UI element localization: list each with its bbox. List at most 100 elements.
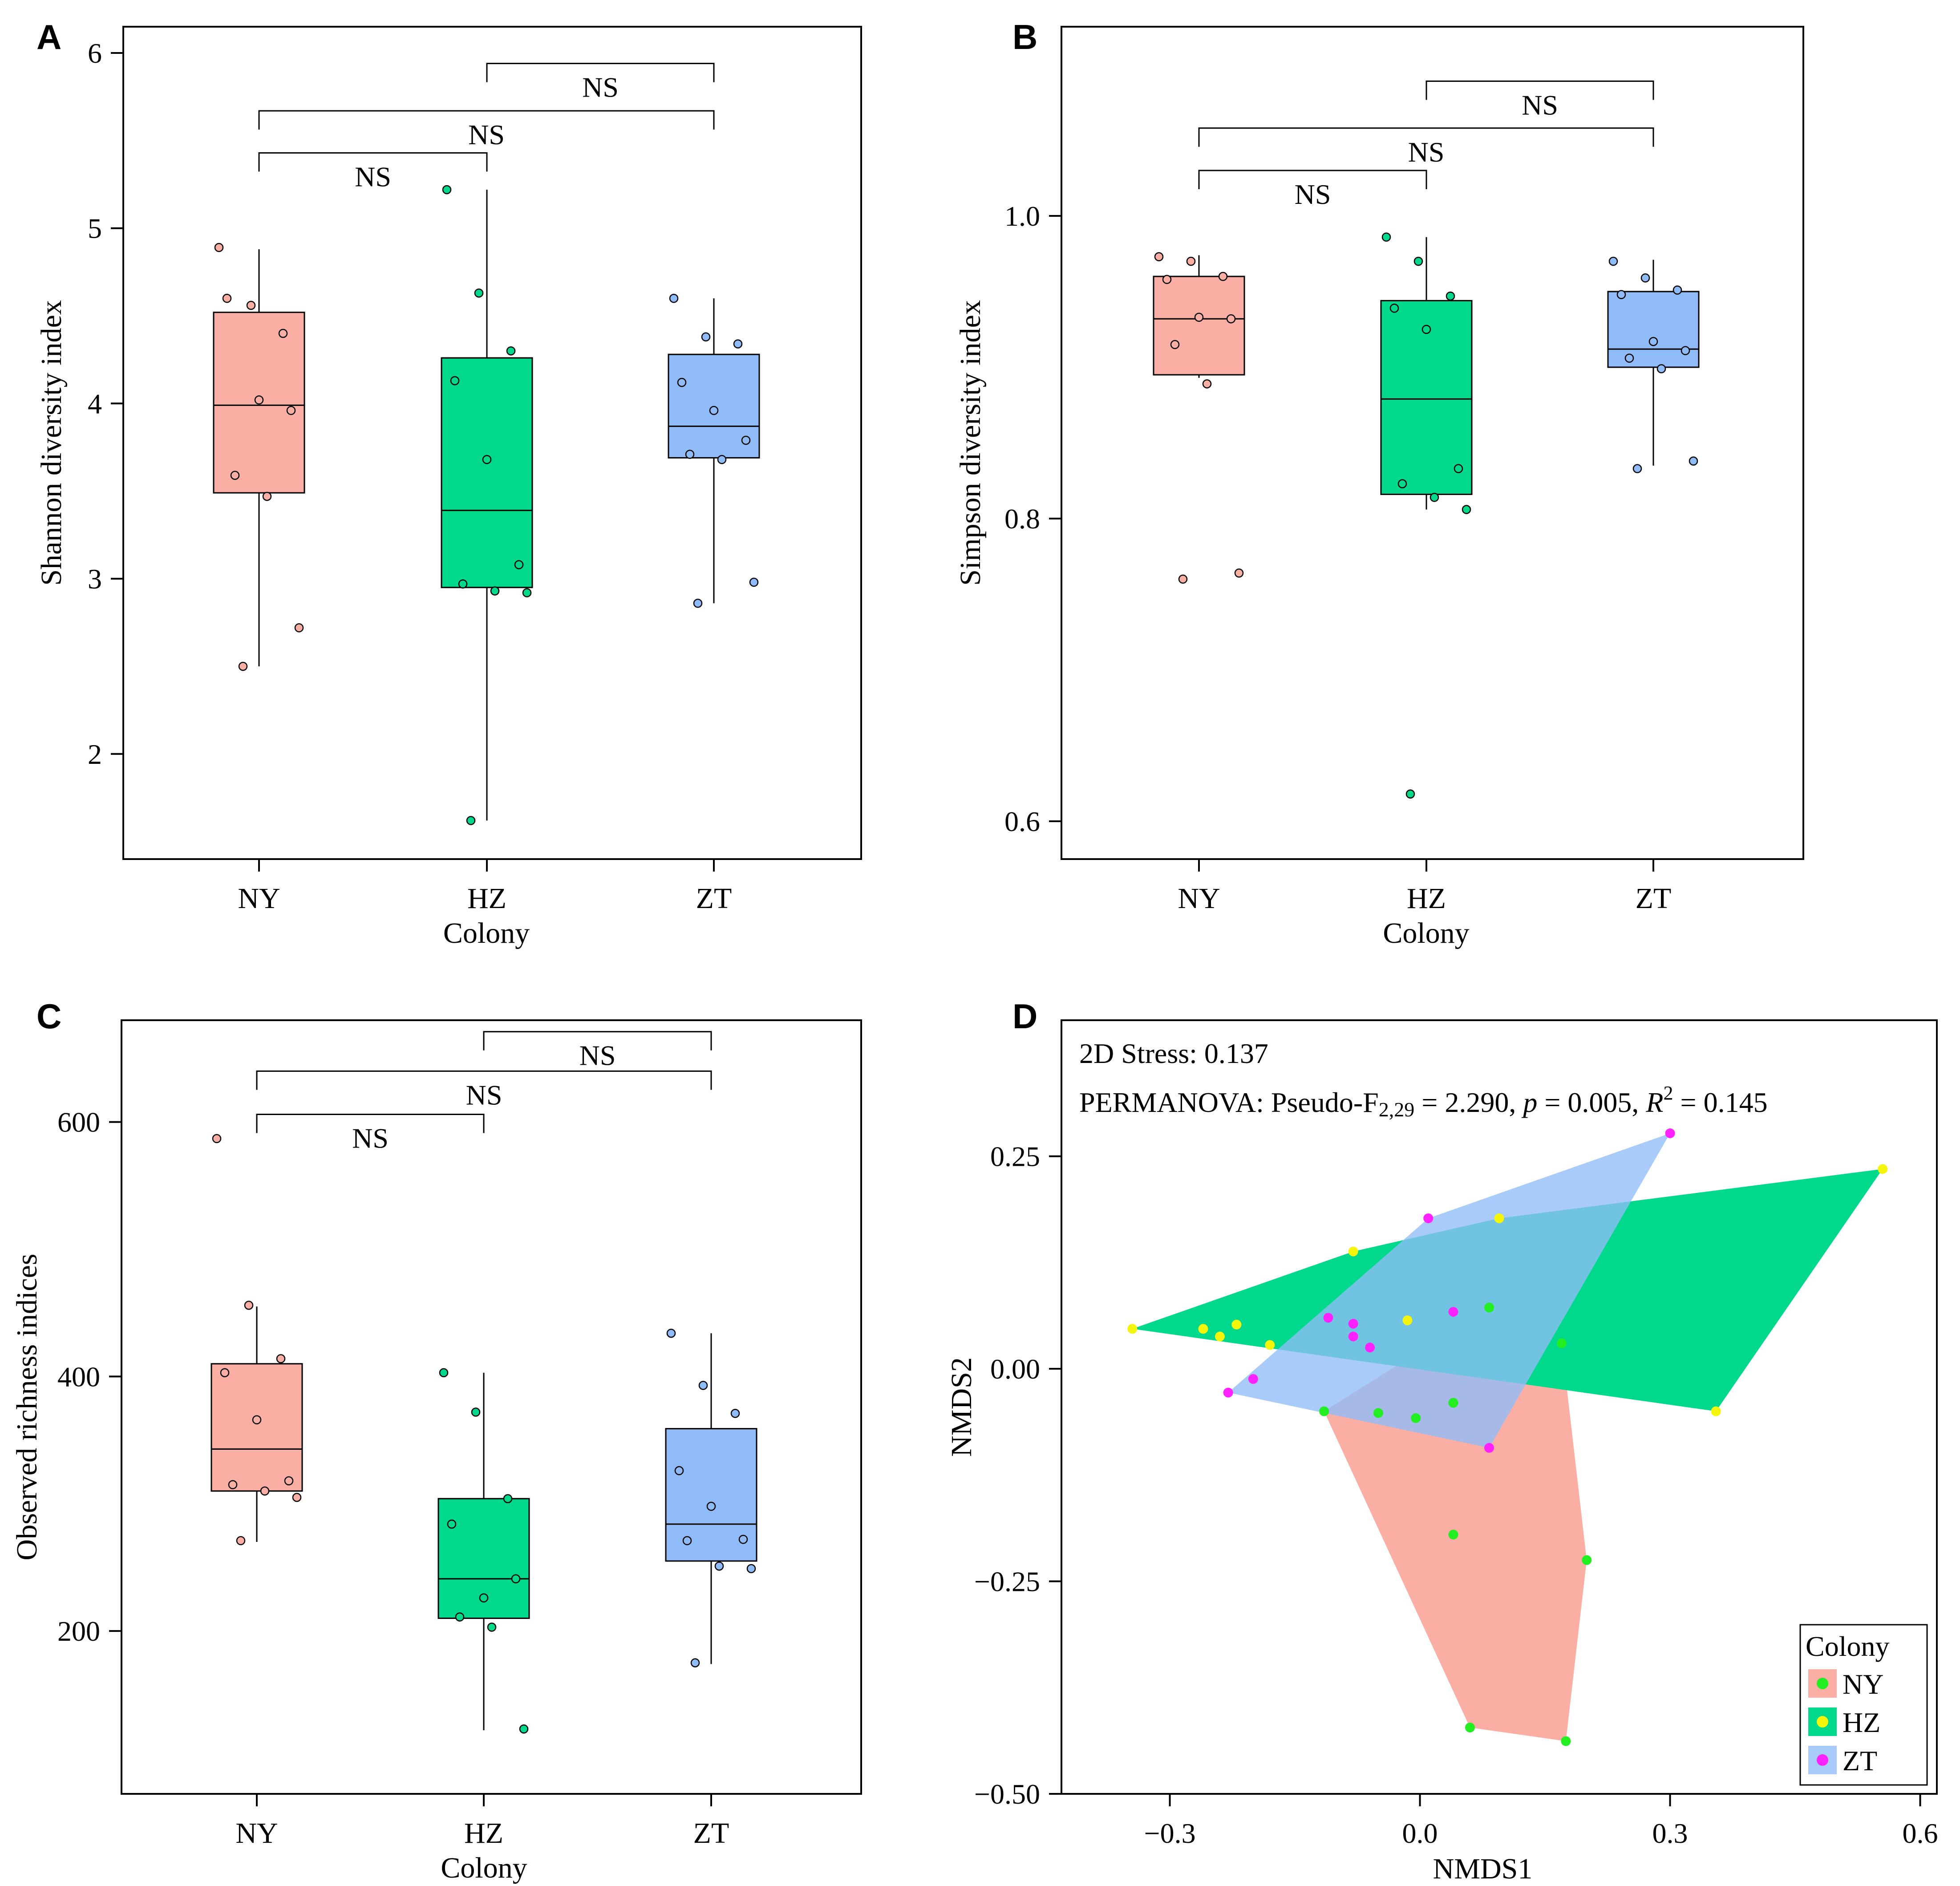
x-tick-label: 0.6 <box>1903 1817 1938 1849</box>
point-ny <box>1465 1723 1475 1733</box>
significance-label: NS <box>1295 178 1331 210</box>
data-point <box>1454 464 1463 474</box>
data-point <box>1672 285 1682 295</box>
data-point <box>519 1724 529 1734</box>
legend-dot <box>1817 1716 1828 1728</box>
y-tick-label: −0.50 <box>974 1778 1040 1810</box>
data-point <box>522 588 532 597</box>
data-point <box>746 1564 756 1574</box>
data-point <box>506 346 516 356</box>
point-zt <box>1223 1387 1233 1398</box>
legend-label: NY <box>1843 1668 1883 1700</box>
point-ny <box>1561 1736 1571 1746</box>
plot-frame <box>122 26 862 860</box>
data-point <box>292 1493 302 1502</box>
y-axis-label: NMDS2 <box>945 1357 978 1457</box>
significance-bracket <box>1198 170 1427 189</box>
point-zt <box>1348 1318 1358 1329</box>
data-point <box>284 1476 294 1486</box>
data-point <box>230 470 240 480</box>
data-point <box>455 1612 465 1622</box>
plot-frame <box>1061 1019 1938 1795</box>
point-zt <box>1484 1443 1494 1453</box>
y-tick-label: 6 <box>88 37 102 69</box>
data-point <box>482 455 492 464</box>
data-point <box>1226 314 1236 324</box>
data-point <box>246 300 256 310</box>
x-tick-label: ZT <box>1636 882 1672 915</box>
data-point <box>1397 479 1407 489</box>
point-ny <box>1319 1406 1329 1416</box>
data-point <box>450 376 460 385</box>
y-tick-label: 4 <box>88 388 102 419</box>
y-tick-label: 0.6 <box>1004 806 1040 837</box>
permanova-annotation: PERMANOVA: Pseudo-F2,29 = 2.290, p = 0.0… <box>1079 1082 1768 1121</box>
point-hz <box>1402 1315 1413 1326</box>
significance-bracket <box>1198 127 1654 147</box>
legend-title: Colony <box>1806 1630 1889 1662</box>
data-point <box>1194 312 1204 322</box>
data-point <box>1186 256 1196 266</box>
significance-bracket <box>486 63 715 82</box>
data-point <box>236 1536 246 1545</box>
significance-bracket <box>1425 80 1654 100</box>
significance-bracket <box>258 110 715 130</box>
panel-letter: D <box>1012 997 1037 1036</box>
data-point <box>1462 505 1471 514</box>
y-tick-label: 0.8 <box>1004 503 1040 535</box>
point-zt <box>1423 1213 1434 1224</box>
data-point <box>447 1519 457 1529</box>
panel-letter: B <box>1012 17 1037 57</box>
data-point <box>717 455 727 464</box>
legend-label: ZT <box>1843 1745 1877 1776</box>
point-ny <box>1448 1398 1458 1408</box>
data-point <box>276 1354 286 1363</box>
significance-label: NS <box>1408 136 1445 168</box>
data-point <box>439 1368 449 1378</box>
permanova-part: = 2.290, <box>1414 1087 1523 1118</box>
x-tick-label: NY <box>238 882 280 915</box>
data-point <box>238 661 248 671</box>
panel-letter: A <box>36 17 61 57</box>
data-point <box>701 332 711 342</box>
data-point <box>1170 340 1180 349</box>
data-point <box>487 1622 497 1632</box>
data-point <box>1381 232 1391 242</box>
permanova-part: = 0.145 <box>1673 1087 1768 1118</box>
box-zt <box>1607 291 1700 368</box>
y-tick-label: 600 <box>57 1107 100 1138</box>
y-tick-label: 200 <box>57 1615 100 1647</box>
data-point <box>698 1381 708 1390</box>
significance-label: NS <box>579 1040 616 1071</box>
data-point <box>709 406 719 415</box>
point-zt <box>1665 1128 1675 1139</box>
significance-bracket <box>256 1070 712 1090</box>
point-hz <box>1265 1340 1275 1350</box>
data-point <box>466 816 476 825</box>
data-point <box>693 598 703 608</box>
data-point <box>1234 568 1244 578</box>
point-hz <box>1348 1246 1358 1257</box>
data-point <box>733 339 743 349</box>
data-point <box>714 1562 724 1571</box>
y-axis-label: Shannon diversity index <box>35 300 68 586</box>
x-axis-label: Colony <box>1383 917 1469 949</box>
data-point <box>252 1415 262 1424</box>
y-tick-label: 400 <box>57 1361 100 1392</box>
point-zt <box>1323 1313 1333 1323</box>
data-point <box>706 1501 716 1511</box>
x-axis-label: NMDS1 <box>1433 1853 1533 1885</box>
data-point <box>503 1494 513 1504</box>
plot-frame <box>121 1019 862 1795</box>
data-point <box>741 435 751 445</box>
data-point <box>1446 291 1455 301</box>
significance-label: NS <box>352 1123 389 1154</box>
box-ny <box>211 1363 303 1492</box>
data-point <box>514 560 524 569</box>
panel-a-shannon-chart: A 2 3 4 5 6 Shannon diversity index NY HZ ZT Colon… <box>35 17 862 949</box>
data-point <box>260 1486 270 1496</box>
legend-dot <box>1817 1678 1828 1689</box>
data-point <box>1616 290 1626 300</box>
data-point <box>286 406 296 415</box>
